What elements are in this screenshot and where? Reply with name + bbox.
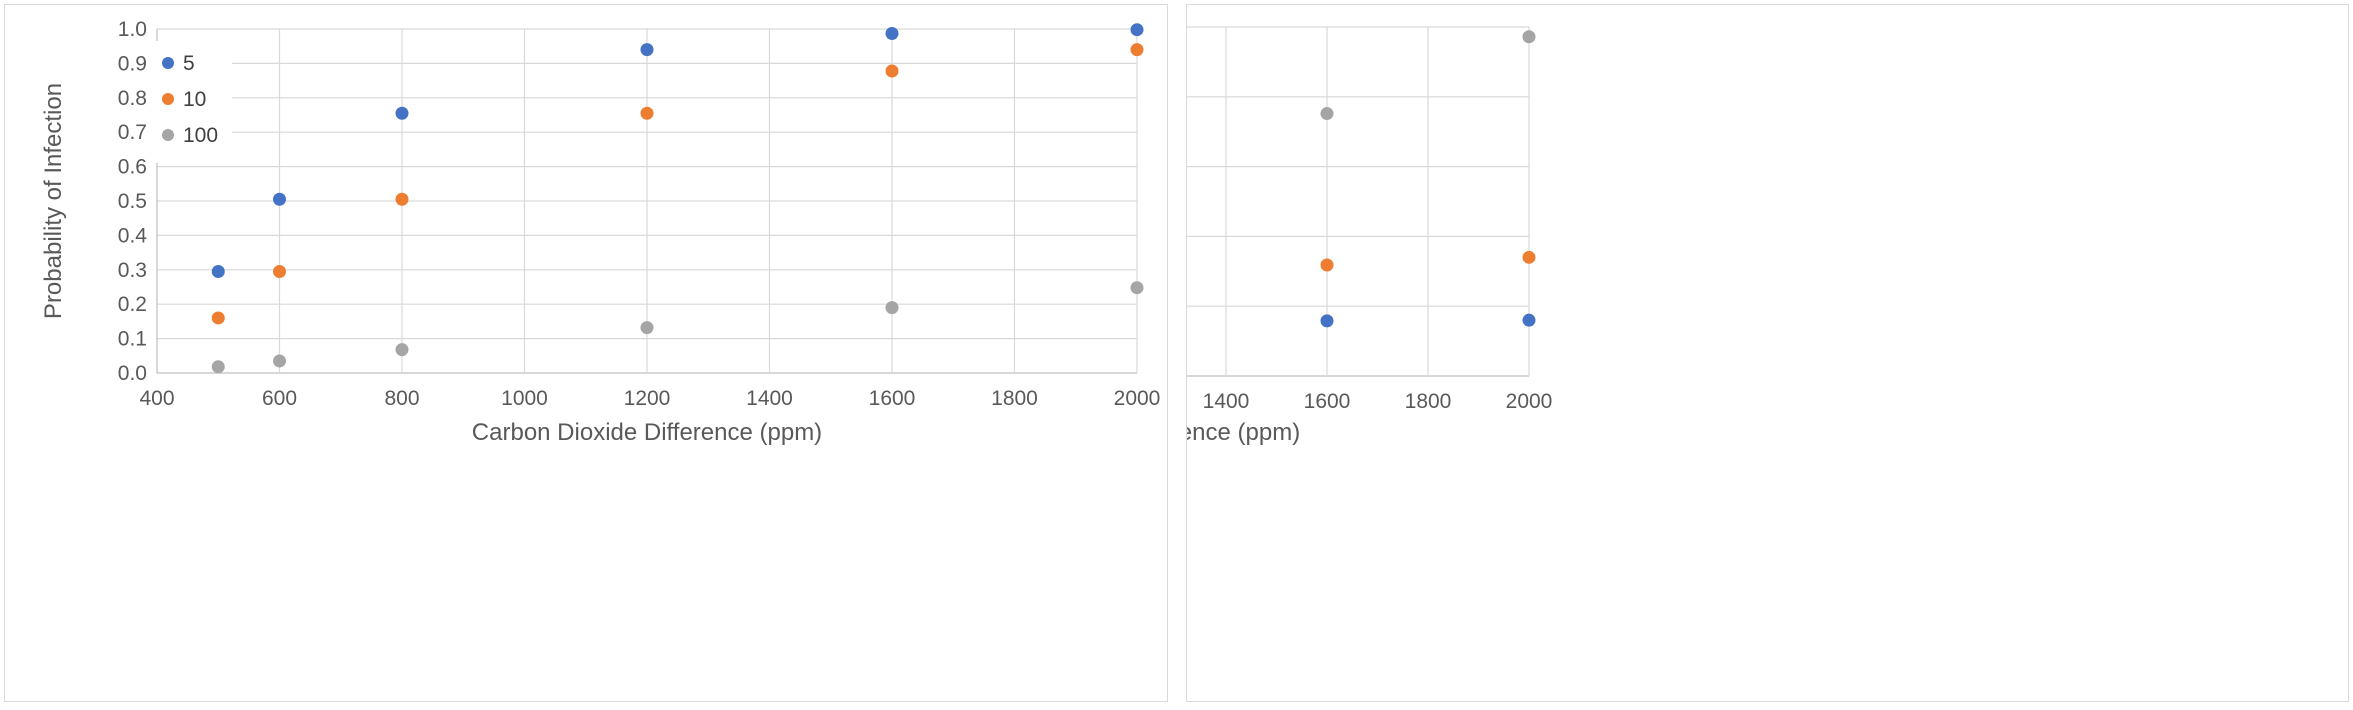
data-point (885, 64, 899, 78)
data-point (395, 106, 409, 120)
data-point (273, 192, 286, 206)
data-point (640, 106, 654, 120)
x-tick-label: 1600 (1304, 390, 1351, 413)
building-ro-scatter-chart: 0510152025400600800100012001400160018002… (1187, 26, 1553, 446)
gridlines (1187, 26, 1530, 377)
series-10 (1320, 250, 1536, 272)
data-point (395, 343, 409, 357)
x-tick-label: 2000 (1114, 387, 1161, 410)
data-point (211, 265, 225, 279)
y-tick-label: 0.5 (118, 190, 147, 213)
series-100 (211, 281, 1144, 374)
x-tick-label: 1800 (1405, 390, 1452, 413)
data-point (1522, 313, 1536, 327)
legend-label: 10 (183, 88, 206, 111)
series-5 (1320, 313, 1536, 328)
data-point (1320, 314, 1334, 328)
data-point (273, 265, 286, 279)
legend-label: 100 (183, 124, 218, 147)
series-5 (211, 23, 1144, 279)
y-tick-label: 0.8 (118, 87, 147, 110)
legend-marker (162, 57, 174, 69)
data-point (1130, 43, 1144, 57)
building-ro-chart-panel: 0510152025400600800100012001400160018002… (1186, 4, 2349, 702)
y-tick-label: 1.0 (118, 18, 147, 41)
data-point (640, 321, 654, 335)
data-point (1130, 281, 1144, 295)
y-tick-label: 0.4 (118, 224, 148, 247)
legend-label: 5 (183, 52, 195, 75)
legend-marker (162, 129, 174, 141)
data-point (1130, 23, 1144, 37)
data-point (1320, 107, 1334, 121)
y-tick-label: 0.0 (118, 362, 147, 385)
y-tick-label: 0.3 (118, 259, 147, 282)
data-point (273, 354, 286, 368)
data-point (1522, 250, 1536, 264)
data-point (885, 301, 899, 315)
x-tick-label: 2000 (1506, 390, 1553, 413)
data-point (885, 26, 899, 40)
data-point (211, 311, 225, 325)
y-tick-label: 0.2 (118, 293, 147, 316)
x-axis-title: Carbon Dioxide Difference (ppm) (472, 419, 822, 446)
data-point (211, 360, 225, 374)
x-tick-label: 600 (262, 387, 297, 410)
y-tick-label: 0.6 (118, 156, 147, 179)
x-tick-label: 1800 (991, 387, 1038, 410)
x-tick-label: 1400 (1203, 390, 1250, 413)
probability-scatter-chart: 0.0 0.1 0.2 0.3 0.4 0.5 0.6 0.7 0.8 0.9 1.0 400 600 8… (40, 18, 1161, 446)
x-tick-label: 1600 (869, 387, 916, 410)
data-point (1522, 30, 1536, 44)
x-tick-label: 400 (139, 387, 174, 410)
data-point (395, 192, 409, 206)
x-tick-label: 1000 (501, 387, 548, 410)
data-point (640, 43, 654, 57)
y-axis-title: Probability of Infection (40, 83, 67, 319)
x-tick-label: 1400 (746, 387, 793, 410)
series-100 (1320, 30, 1536, 121)
probability-chart-panel: 0.0 0.1 0.2 0.3 0.4 0.5 0.6 0.7 0.8 0.9 1.0 400 600 8… (4, 4, 1168, 702)
series-10 (211, 43, 1144, 325)
y-tick-label: 0.1 (118, 328, 147, 351)
y-tick-label: 0.9 (118, 52, 147, 75)
x-axis-title: Carbon Dioxide Difference (ppm) (1187, 419, 1300, 446)
x-tick-label: 800 (384, 387, 419, 410)
legend: 5 10 100 (152, 41, 232, 163)
x-tick-label: 1200 (624, 387, 671, 410)
legend-marker (162, 93, 174, 105)
data-point (1320, 258, 1334, 272)
y-tick-label: 0.7 (118, 121, 147, 144)
